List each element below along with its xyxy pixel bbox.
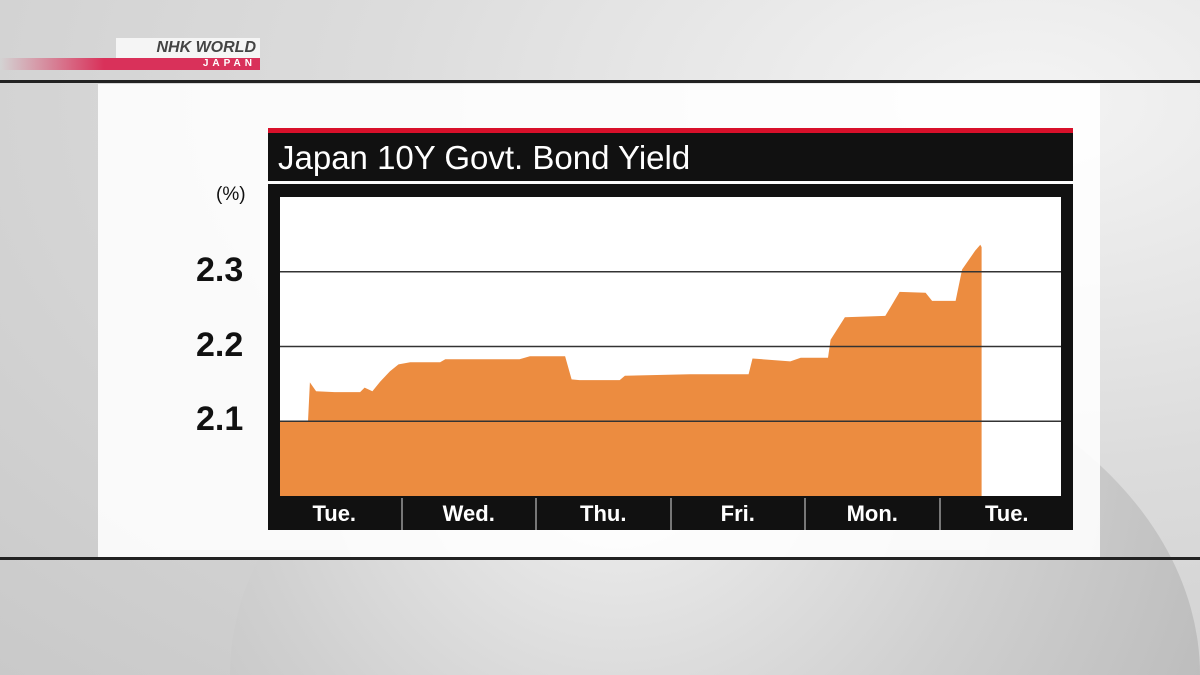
y-tick-label: 2.3 [196, 250, 244, 289]
x-axis-labels: Tue. Wed. Thu. Fri. Mon. Tue. [268, 498, 1073, 530]
x-tick-label: Tue. [312, 501, 357, 526]
y-tick-label: 2.1 [196, 400, 244, 439]
x-tick-label: Mon. [804, 498, 939, 530]
nhk-world-logo: NHK WORLD JAPAN [0, 38, 260, 72]
divider-bottom [0, 557, 1200, 560]
y-tick-label: 2.2 [196, 325, 244, 364]
yield-area [280, 244, 982, 496]
chart-title: Japan 10Y Govt. Bond Yield [268, 133, 1073, 181]
x-tick-label: Fri. [669, 498, 805, 530]
title-accent [268, 128, 1073, 133]
x-tick-label: Tue. [938, 498, 1074, 530]
x-tick-label: Thu. [535, 498, 670, 530]
y-axis-unit: (%) [216, 184, 246, 205]
divider-top [0, 80, 1200, 83]
x-tick-label: Wed. [400, 498, 536, 530]
